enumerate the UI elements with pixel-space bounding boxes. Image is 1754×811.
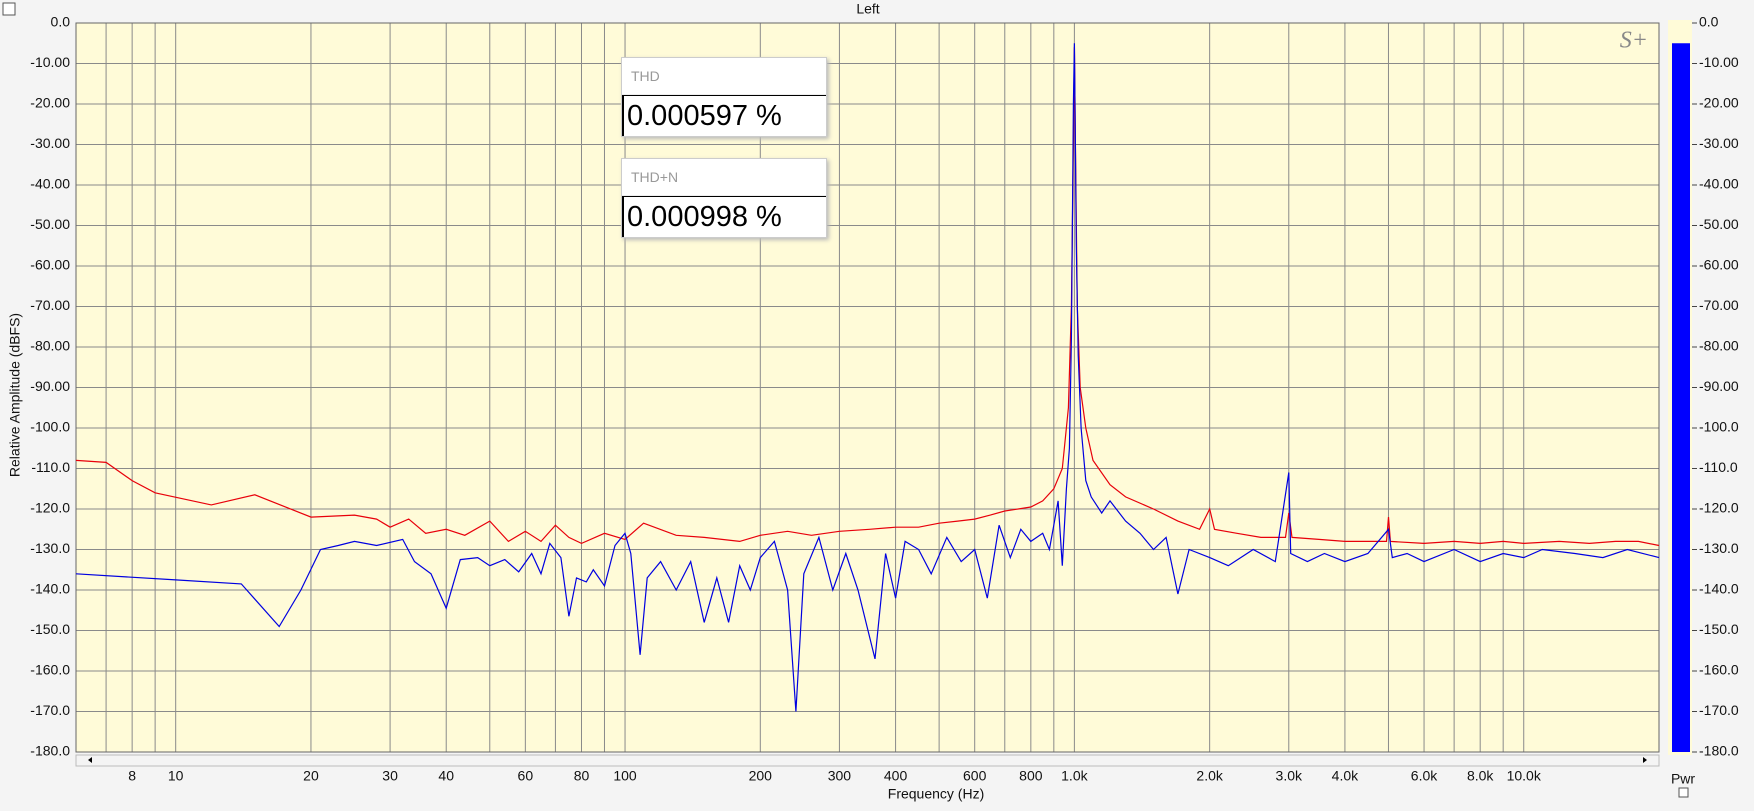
y-axis-label: Relative Amplitude (dBFS) [7,313,23,477]
meter-tick-label: -130.0 [1699,540,1739,556]
y-tick-label: -160.0 [30,662,70,678]
chart-title: Left [856,1,879,17]
x-tick-label: 8 [128,768,136,784]
meter-tick-label: -30.00 [1699,135,1739,151]
y-tick-label: -100.0 [30,419,70,435]
x-tick-label: 30 [382,768,398,784]
x-tick-label: 300 [828,768,852,784]
x-tick-label: 100 [613,768,637,784]
x-tick-label: 80 [574,768,590,784]
meter-tick-label: -160.0 [1699,662,1739,678]
y-tick-label: -130.0 [30,540,70,556]
meter-tick-label: -40.00 [1699,176,1739,192]
x-tick-label: 60 [518,768,534,784]
y-tick-label: -40.00 [30,176,70,192]
meter-tick-label: -150.0 [1699,621,1739,637]
x-tick-label: 10 [168,768,184,784]
logo: S+ [1620,28,1648,54]
panel-title: THD+N [622,159,826,196]
x-tick-label: 600 [963,768,987,784]
plot-border [75,22,1660,753]
meter-tick-label: -100.0 [1699,419,1739,435]
meter-tick-label: -170.0 [1699,702,1739,718]
y-tick-label: -20.00 [30,95,70,111]
panel-title: THD [622,58,826,95]
y-tick-label: -30.00 [30,135,70,151]
y-tick-label: -170.0 [30,702,70,718]
meter-tick-label: -120.0 [1699,500,1739,516]
spectrum-line [75,43,1660,712]
y-tick-label: -80.00 [30,338,70,354]
x-tick-label: 4.0k [1332,768,1359,784]
meter-tick-label: -90.00 [1699,378,1739,394]
x-tick-label: 400 [884,768,908,784]
meter-tick-label: 0.0 [1699,14,1719,30]
x-tick-label: 20 [303,768,319,784]
readout-panel[interactable]: THD 0.000597 % [621,57,827,137]
y-tick-label: -60.00 [30,257,70,273]
y-tick-label: -110.0 [31,459,70,475]
x-tick-label: 2.0k [1196,768,1223,784]
meter-tick-label: -140.0 [1699,581,1739,597]
meter-label: Pwr [1671,771,1695,787]
x-tick-label: 200 [749,768,773,784]
y-tick-label: -150.0 [30,621,70,637]
meter-tick-label: -50.00 [1699,216,1739,232]
y-tick-label: -90.00 [30,378,70,394]
x-tick-label: 3.0k [1276,768,1303,784]
x-axis-label: Frequency (Hz) [888,786,984,802]
scrollbar[interactable] [75,754,1660,767]
meter-button[interactable] [1678,787,1689,798]
meter-tick-label: -70.00 [1699,297,1739,313]
y-tick-label: -50.00 [30,216,70,232]
meter-tick-label: -10.00 [1699,54,1739,70]
panel-value: 0.000597 % [622,95,826,136]
y-tick-label: -70.00 [30,297,70,313]
meter-tick-label: -80.00 [1699,338,1739,354]
meter-tick-label: -20.00 [1699,95,1739,111]
meter-bar [1672,43,1690,752]
y-tick-label: -10.00 [30,54,70,70]
meter-tick-label: -60.00 [1699,257,1739,273]
panel-value: 0.000998 % [622,196,826,237]
y-tick-label: -140.0 [30,581,70,597]
collapse-button[interactable] [2,2,16,16]
y-tick-label: -120.0 [30,500,70,516]
x-tick-label: 1.0k [1061,768,1088,784]
x-tick-label: 800 [1019,768,1043,784]
readout-panel[interactable]: THD+N 0.000998 % [621,158,827,238]
y-tick-label: 0.0 [51,14,71,30]
meter-tick-label: -180.0 [1699,743,1739,759]
x-tick-label: 6.0k [1411,768,1438,784]
x-tick-label: 8.0k [1467,768,1494,784]
y-tick-label: -180.0 [30,743,70,759]
meter-tick-label: -110.0 [1699,459,1738,475]
spectrum-line [75,47,1660,547]
x-tick-label: 10.0k [1507,768,1542,784]
x-tick-label: 40 [438,768,454,784]
